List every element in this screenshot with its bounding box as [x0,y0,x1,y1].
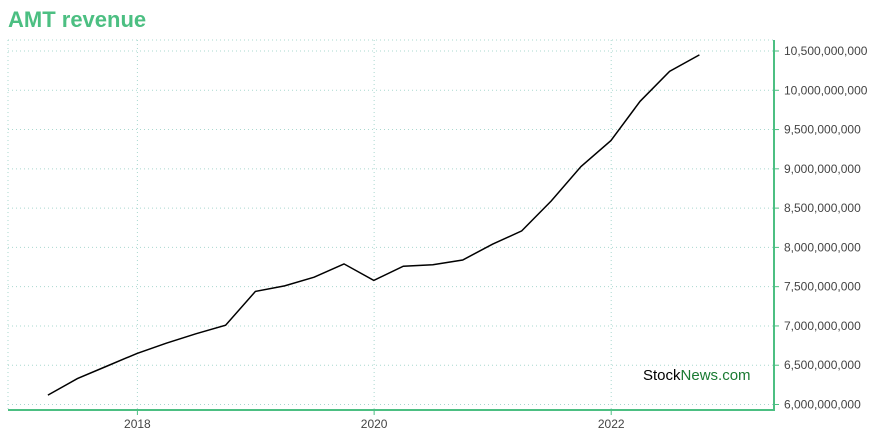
y-tick-label: 9,000,000,000 [784,162,861,176]
x-tick-label: 2020 [361,417,388,431]
y-tick-label: 10,500,000,000 [784,44,868,58]
tick-labels: 6,000,000,000 6,500,000,000 7,000,000,000 7… [124,44,868,431]
watermark-part1: Stock [643,367,681,384]
x-tick-label: 2018 [124,417,151,431]
chart-title: AMT revenue [8,7,147,32]
axes [8,40,779,415]
gridlines [7,39,774,410]
y-tick-label: 6,000,000,000 [784,398,861,412]
y-tick-label: 8,000,000,000 [784,240,861,254]
watermark-part2: News.com [681,367,751,384]
x-tick-label: 2022 [598,417,625,431]
stocknews-watermark: StockNews.com [643,367,751,384]
y-tick-label: 7,500,000,000 [784,280,861,294]
revenue-series-line [47,54,700,396]
y-tick-label: 10,000,000,000 [784,83,868,97]
y-tick-label: 8,500,000,000 [784,201,861,215]
y-tick-label: 9,500,000,000 [784,123,861,137]
y-tick-label: 6,500,000,000 [784,358,861,372]
y-tick-label: 7,000,000,000 [784,319,861,333]
